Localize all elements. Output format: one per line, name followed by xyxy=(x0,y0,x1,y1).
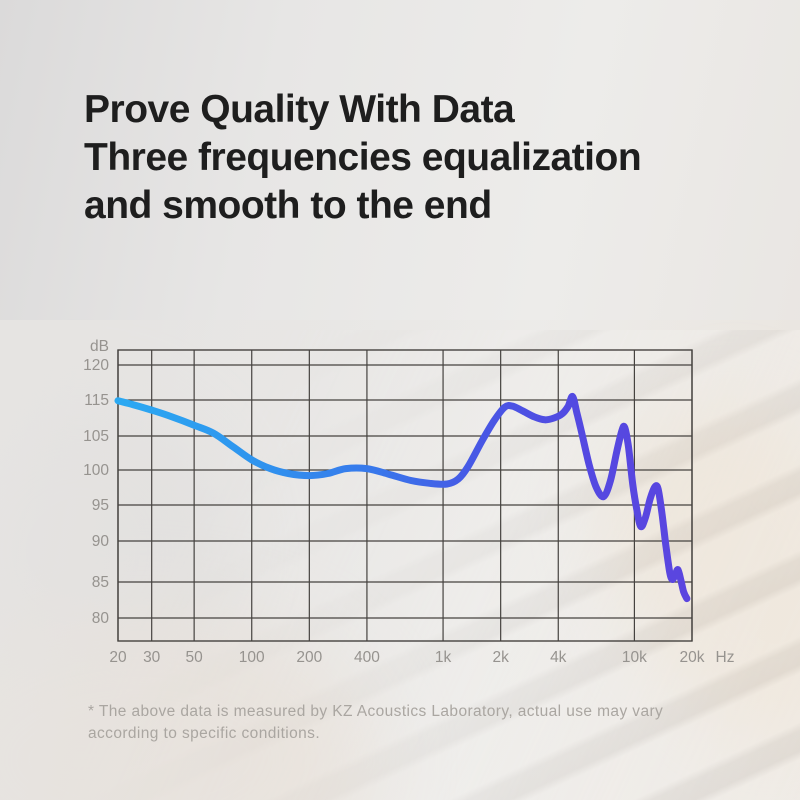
plot-border xyxy=(117,349,693,642)
x-tick-label-20: 20 xyxy=(109,649,127,666)
frequency-response-curve xyxy=(114,392,691,603)
chart-axis-labels: 120 115 105 100 95 90 85 80 20 30 50 100 200 400 1k 2k 4… xyxy=(83,338,734,666)
x-tick-label-2k: 2k xyxy=(492,649,509,666)
y-tick-label-80: 80 xyxy=(92,610,110,627)
footnote-line-1: * The above data is measured by KZ Acous… xyxy=(88,703,664,720)
x-tick-label-400: 400 xyxy=(354,649,380,666)
y-tick-label-115: 115 xyxy=(84,392,109,409)
x-tick-label-10k: 10k xyxy=(622,649,647,666)
x-tick-label-1k: 1k xyxy=(435,649,452,666)
x-axis-unit-label: Hz xyxy=(716,649,735,666)
y-axis-unit-label: dB xyxy=(90,338,109,355)
footnote: * The above data is measured by KZ Acous… xyxy=(88,701,663,745)
x-tick-label-20k: 20k xyxy=(680,649,705,666)
x-tick-label-100: 100 xyxy=(239,649,265,666)
headline-line-2: Three frequencies equalization xyxy=(84,136,642,179)
x-tick-label-4k: 4k xyxy=(550,649,567,666)
y-tick-label-120: 120 xyxy=(83,357,109,374)
headline-line-1: Prove Quality With Data xyxy=(84,88,515,131)
y-tick-label-85: 85 xyxy=(92,574,109,591)
chart-grid xyxy=(117,349,693,642)
y-tick-label-100: 100 xyxy=(83,462,109,479)
headline-line-3: and smooth to the end xyxy=(84,184,492,227)
y-tick-label-105: 105 xyxy=(83,428,109,445)
headline: Prove Quality With Data Three frequencie… xyxy=(84,86,642,230)
y-tick-label-90: 90 xyxy=(92,533,110,550)
y-tick-label-95: 95 xyxy=(92,497,109,514)
x-tick-label-50: 50 xyxy=(186,649,204,666)
x-tick-label-200: 200 xyxy=(296,649,322,666)
footnote-line-2: according to specific conditions. xyxy=(88,725,321,742)
x-tick-label-30: 30 xyxy=(143,649,161,666)
